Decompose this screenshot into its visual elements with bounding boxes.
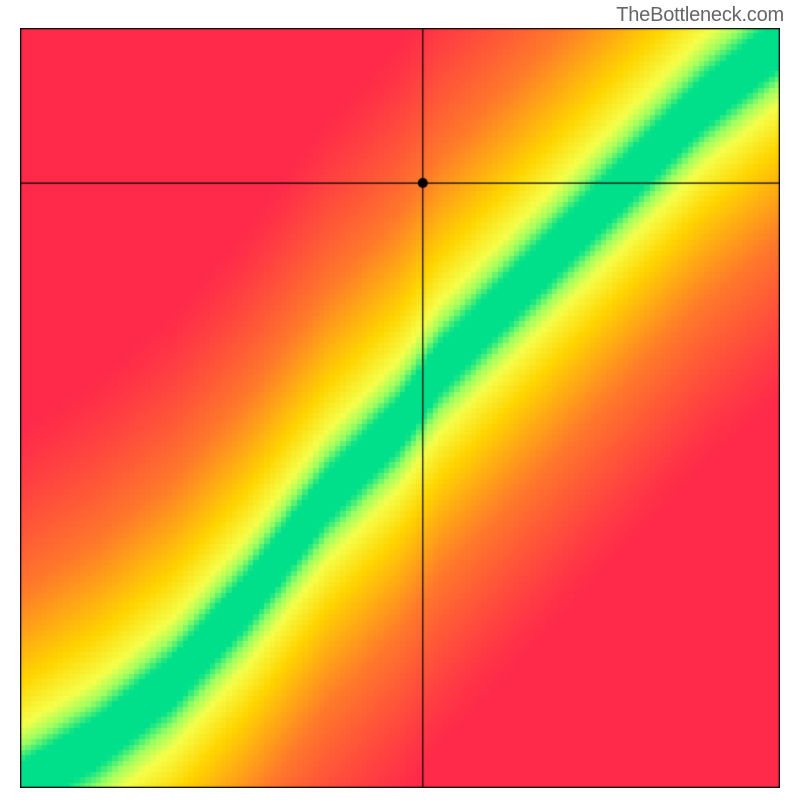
watermark-text: TheBottleneck.com (616, 4, 784, 27)
bottleneck-heatmap (20, 28, 780, 788)
